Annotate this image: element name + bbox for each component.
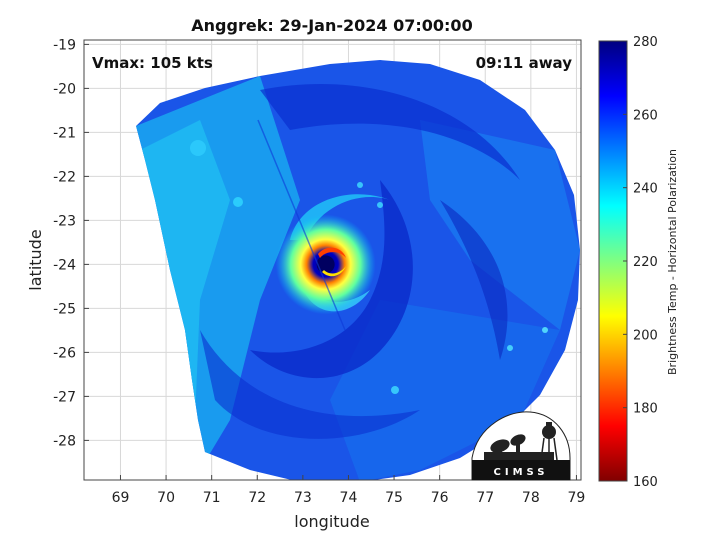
colorbar-tick-label: 240 <box>633 182 658 197</box>
cimss-logo: CIMSS <box>471 411 571 481</box>
swath-image <box>136 60 580 480</box>
colorbar-tick-label: 220 <box>633 255 658 270</box>
y-tick-label: -26 <box>53 345 76 361</box>
x-tick-label: 69 <box>112 490 130 506</box>
colorbar-label: Brightness Temp - Horizontal Polarizatio… <box>666 149 679 375</box>
colorbar-ticks: 160 180 200 220 240 260 280 <box>623 35 658 490</box>
colorbar-tick-label: 280 <box>633 35 658 50</box>
colorbar-tick-label: 160 <box>633 475 658 490</box>
y-tick-label: -22 <box>53 169 76 185</box>
y-tick-label: -27 <box>53 389 76 405</box>
x-axis-ticks: 69 70 71 72 73 74 75 76 77 78 79 <box>112 475 586 506</box>
x-tick-label: 70 <box>157 490 175 506</box>
y-tick-label: -24 <box>53 257 76 273</box>
vmax-annotation: Vmax: 105 kts <box>92 54 213 72</box>
y-tick-label: -20 <box>53 81 76 97</box>
colorbar <box>598 40 628 482</box>
x-tick-label: 71 <box>203 490 221 506</box>
storm-eye <box>316 255 335 274</box>
y-axis-ticks: -19 -20 -21 -22 -23 -24 -25 -26 -27 -28 <box>53 37 89 449</box>
x-tick-label: 78 <box>522 490 540 506</box>
colorbar-tick-label: 200 <box>633 328 658 343</box>
colorbar-tick-label: 180 <box>633 402 658 417</box>
x-tick-label: 77 <box>476 490 494 506</box>
x-axis-label: longitude <box>294 512 369 531</box>
y-tick-label: -21 <box>53 125 76 141</box>
x-tick-label: 74 <box>340 490 358 506</box>
y-tick-label: -28 <box>53 433 76 449</box>
colorbar-tick-label: 260 <box>633 108 658 123</box>
time-away-annotation: 09:11 away <box>476 54 573 72</box>
x-tick-label: 79 <box>568 490 586 506</box>
logo-text: CIMSS <box>494 467 549 478</box>
x-tick-label: 75 <box>385 490 403 506</box>
chart-title: Anggrek: 29-Jan-2024 07:00:00 <box>191 16 472 35</box>
x-tick-label: 72 <box>248 490 266 506</box>
plot-frame <box>83 39 582 481</box>
y-tick-label: -25 <box>53 301 76 317</box>
y-tick-label: -19 <box>53 37 76 53</box>
y-tick-label: -23 <box>53 213 76 229</box>
y-axis-label: latitude <box>26 229 45 290</box>
x-tick-label: 73 <box>294 490 312 506</box>
x-tick-label: 76 <box>431 490 449 506</box>
